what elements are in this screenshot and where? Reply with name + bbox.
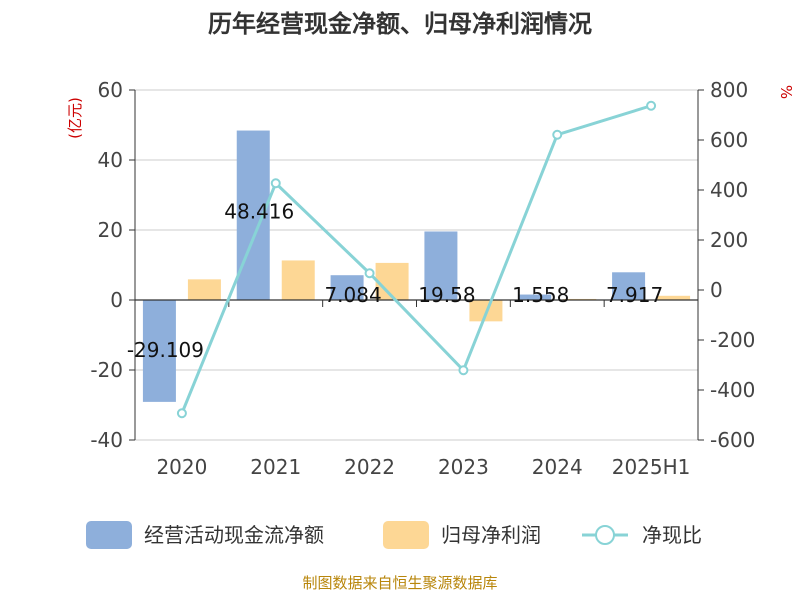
data-label-cashflow: 19.58 [418, 283, 475, 307]
bar-cashflow [330, 275, 364, 300]
left-axis-tick-label: 0 [110, 288, 123, 312]
data-label-cashflow: 7.084 [324, 283, 381, 307]
x-axis-tick-label: 2022 [344, 455, 395, 479]
bar-netprofit [281, 260, 315, 300]
right-axis-unit: % [777, 85, 795, 99]
ratio-point [458, 365, 469, 376]
bar-netprofit [375, 262, 409, 300]
axes: 6040200-20-408006004002000-200-400-60020… [90, 78, 755, 479]
left-axis-tick-label: 60 [98, 78, 123, 102]
bar-netprofit [187, 279, 221, 300]
right-axis-tick-label: -400 [710, 378, 755, 402]
ratio-series-line [180, 104, 652, 414]
legend: 经营活动现金流净额 归母净利润 净现比 [86, 521, 702, 549]
data-labels: -29.109 48.416 7.084 19.58 1.558 7.917 [127, 200, 663, 362]
left-axis-unit: (亿元) [66, 97, 84, 139]
bar-netprofit [657, 295, 691, 300]
right-axis-tick-label: 400 [710, 178, 748, 202]
right-axis-tick-label: 0 [710, 278, 723, 302]
right-axis-tick-label: 200 [710, 228, 748, 252]
bars [142, 130, 691, 402]
left-axis-tick-label: 20 [98, 218, 123, 242]
bar-cashflow [612, 272, 646, 300]
bar-cashflow [518, 294, 552, 300]
x-axis-tick-label: 2021 [250, 455, 301, 479]
legend-swatch-cashflow [86, 521, 132, 549]
ratio-point [552, 129, 563, 140]
bar-cashflow [142, 300, 176, 402]
right-axis-tick-label: -600 [710, 428, 755, 452]
ratio-line [176, 100, 657, 419]
legend-swatch-netprofit [383, 521, 429, 549]
data-label-cashflow: 7.917 [606, 283, 663, 307]
left-axis-tick-label: 40 [98, 148, 123, 172]
legend-swatch-ratio-marker [595, 525, 615, 545]
x-axis-tick-label: 2025H1 [612, 455, 691, 479]
data-label-cashflow: 48.416 [224, 200, 294, 224]
legend-label-netprofit: 归母净利润 [441, 523, 541, 547]
x-axis-tick-label: 2024 [532, 455, 583, 479]
ratio-point [364, 268, 375, 279]
right-axis-tick-label: -200 [710, 328, 755, 352]
data-label-cashflow: 1.558 [512, 283, 569, 307]
source-note: 制图数据来自恒生聚源数据库 [302, 574, 497, 592]
ratio-point [270, 178, 281, 189]
grid [135, 89, 698, 441]
x-axis-tick-label: 2023 [438, 455, 489, 479]
chart-title: 历年经营现金净额、归母净利润情况 [208, 10, 592, 38]
ratio-point [646, 100, 657, 111]
bar-cashflow [424, 231, 458, 300]
ratio-point [176, 408, 187, 419]
right-axis-tick-label: 600 [710, 128, 748, 152]
right-axis-tick-label: 800 [710, 78, 748, 102]
data-label-cashflow: -29.109 [127, 338, 204, 362]
left-axis-tick-label: -40 [90, 428, 123, 452]
legend-label-cashflow: 经营活动现金流净额 [144, 523, 324, 547]
x-axis-tick-label: 2020 [156, 455, 207, 479]
left-axis-tick-label: -20 [90, 358, 123, 382]
legend-label-ratio: 净现比 [642, 523, 702, 547]
